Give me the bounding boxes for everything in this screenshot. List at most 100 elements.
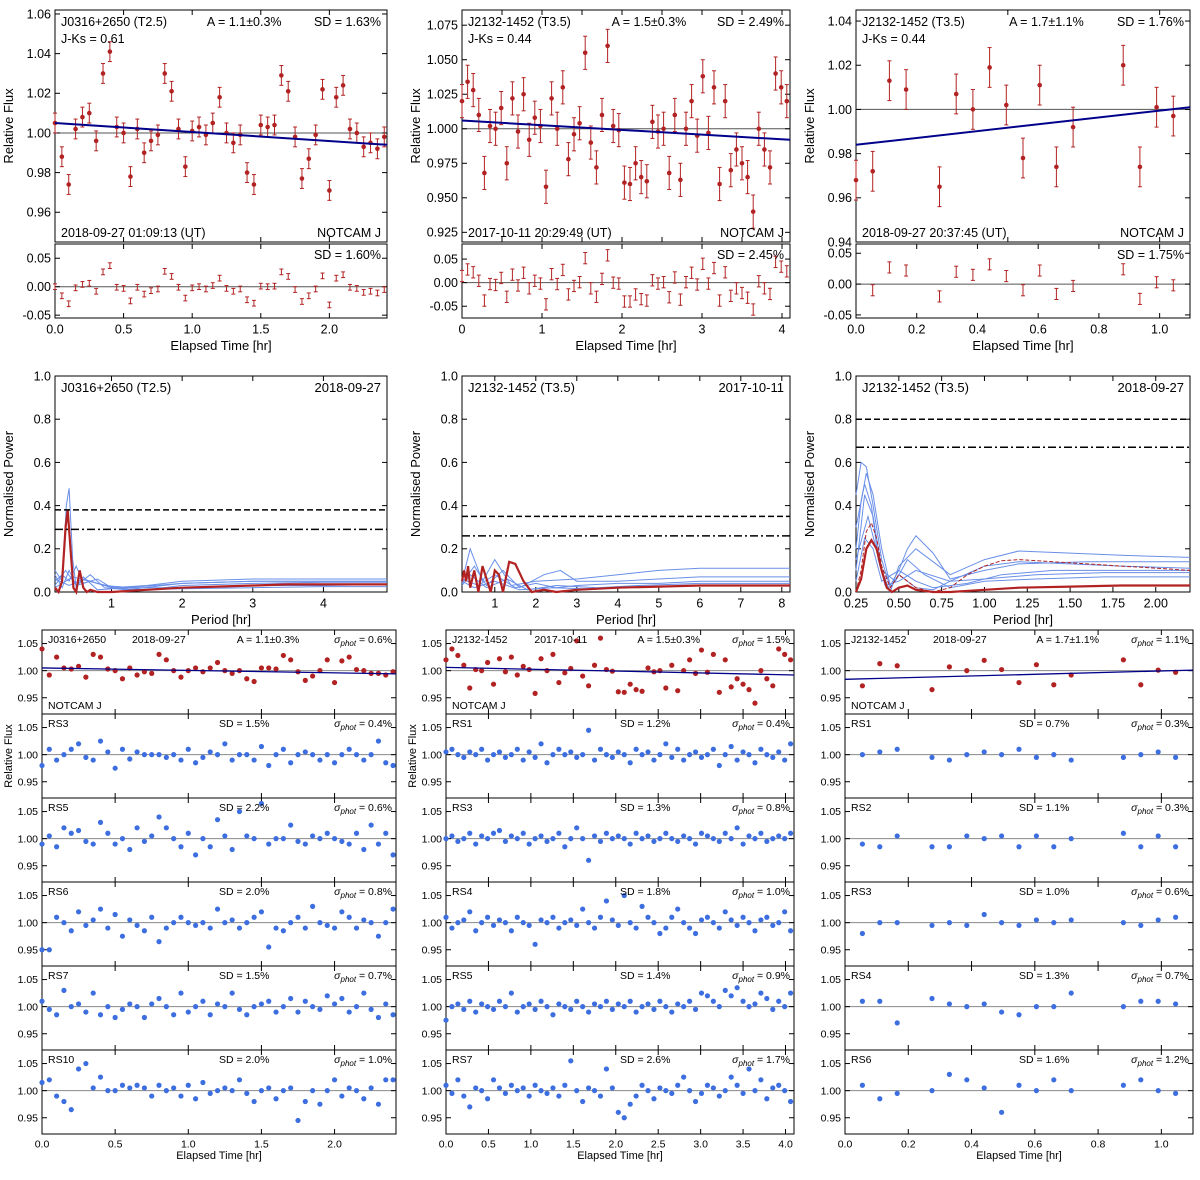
reference-point bbox=[97, 1074, 104, 1080]
data-point bbox=[148, 138, 154, 144]
y-tick-label: 1.00 bbox=[821, 749, 842, 761]
reference-point bbox=[339, 995, 345, 1002]
target-point bbox=[258, 665, 265, 671]
sigma-symbol: σ bbox=[732, 634, 739, 646]
reference-point bbox=[692, 930, 699, 937]
reference-periodogram bbox=[855, 473, 1190, 587]
y-tick-label: 0.95 bbox=[821, 860, 842, 872]
reference-point bbox=[740, 1090, 746, 1096]
y-tick-label: 0.0 bbox=[441, 585, 458, 599]
y-tick-label: 1.05 bbox=[422, 890, 443, 902]
instrument-label: NOTCAM J bbox=[720, 226, 784, 240]
reference-point bbox=[461, 917, 467, 923]
target-label: J2132-1452 (T3.5) bbox=[862, 380, 969, 395]
data-point bbox=[549, 96, 554, 101]
reference-point bbox=[597, 1004, 604, 1010]
reference-point bbox=[663, 830, 669, 836]
data-point bbox=[93, 138, 99, 144]
reference-point bbox=[185, 746, 191, 752]
data-point bbox=[728, 167, 734, 173]
reference-point bbox=[383, 830, 389, 836]
target-point bbox=[687, 657, 693, 663]
reference-point bbox=[544, 760, 550, 766]
data-point bbox=[258, 122, 264, 128]
reference-point bbox=[1120, 920, 1126, 926]
y-tick-label: 0.95 bbox=[821, 944, 842, 956]
axes-frame bbox=[855, 9, 1191, 243]
reference-point bbox=[331, 1077, 338, 1083]
color-index-label: J-Ks = 0.44 bbox=[468, 32, 532, 46]
reference-point bbox=[273, 752, 279, 758]
reference-point bbox=[585, 1009, 592, 1015]
data-point bbox=[210, 120, 216, 126]
reference-point bbox=[758, 990, 764, 996]
reference-periodogram bbox=[855, 536, 1190, 589]
reference-point bbox=[178, 757, 184, 763]
reference-point bbox=[728, 743, 734, 750]
data-point bbox=[566, 156, 571, 162]
reference-point bbox=[568, 1006, 574, 1012]
reference-point bbox=[687, 752, 693, 758]
reference-point bbox=[946, 1071, 953, 1077]
sigma-symbol: σ bbox=[1131, 634, 1138, 646]
reference-point bbox=[490, 752, 497, 758]
reference-point bbox=[550, 752, 556, 758]
reference-point bbox=[449, 1004, 455, 1010]
x-axis-label: Elapsed Time [hr] bbox=[976, 1150, 1062, 1162]
reference-point bbox=[574, 922, 580, 928]
reference-point bbox=[310, 1088, 316, 1094]
y-tick-label: 0.05 bbox=[27, 252, 51, 266]
datetime-label: 2017-10-11 20:29:49 (UT) bbox=[468, 226, 612, 240]
star-name-label: RS1 bbox=[452, 718, 473, 730]
reference-point bbox=[1173, 844, 1179, 850]
data-point bbox=[66, 182, 72, 187]
reference-point bbox=[178, 844, 184, 850]
y-tick-label: 1.00 bbox=[821, 1085, 842, 1097]
reference-point bbox=[946, 844, 953, 850]
sigma-value: = 1.2% bbox=[1153, 1054, 1189, 1066]
x-tick-label: 4 bbox=[779, 323, 786, 337]
target-point bbox=[455, 652, 461, 659]
reference-point bbox=[455, 838, 461, 844]
target-periodogram bbox=[854, 538, 1190, 594]
target-point bbox=[633, 687, 639, 693]
reference-point bbox=[929, 754, 935, 760]
data-point bbox=[381, 134, 387, 140]
reference-point bbox=[39, 1079, 45, 1086]
reference-point bbox=[615, 749, 621, 755]
reference-point bbox=[514, 914, 520, 920]
x-tick-label: 6 bbox=[696, 597, 703, 611]
y-tick-label: 0.98 bbox=[828, 147, 852, 161]
reference-point bbox=[222, 1085, 228, 1091]
x-tick-label: 0.0 bbox=[46, 323, 63, 337]
sigma-phot-label: σphot = 1.2% bbox=[1131, 1054, 1189, 1068]
reference-star-row: 0.95 1.00 1.05 SD = 1.5% RS3 σphot = 0.4% bbox=[18, 713, 397, 799]
reference-point bbox=[207, 749, 213, 755]
reference-point bbox=[280, 1004, 286, 1010]
reference-point bbox=[54, 757, 60, 763]
reference-point bbox=[704, 914, 711, 920]
sd-label: SD = 1.2% bbox=[620, 718, 671, 730]
reference-point bbox=[687, 925, 693, 931]
x-axis-label: Elapsed Time [hr] bbox=[176, 1150, 262, 1162]
data-point bbox=[1137, 164, 1143, 170]
sd-label: SD = 2.6% bbox=[620, 1054, 671, 1066]
target-point bbox=[964, 668, 970, 674]
reference-point bbox=[192, 760, 199, 766]
data-point bbox=[354, 130, 360, 136]
y-tick-label: 1.00 bbox=[18, 749, 39, 761]
x-tick-label: 0.6 bbox=[1029, 323, 1046, 337]
y-tick-label: 0.0 bbox=[34, 585, 51, 599]
reference-point bbox=[562, 752, 568, 758]
data-point bbox=[498, 105, 504, 111]
reference-point bbox=[490, 922, 497, 928]
reference-point bbox=[1155, 749, 1161, 755]
reference-point bbox=[633, 925, 639, 931]
reference-periodogram bbox=[855, 494, 1191, 594]
y-tick-label: 0.4 bbox=[441, 499, 458, 513]
x-tick-label: 1.0 bbox=[1154, 1139, 1169, 1151]
reference-point bbox=[502, 1090, 509, 1096]
sigma-subscript: phot bbox=[738, 1059, 755, 1068]
reference-point bbox=[105, 925, 111, 931]
data-point bbox=[711, 85, 717, 90]
